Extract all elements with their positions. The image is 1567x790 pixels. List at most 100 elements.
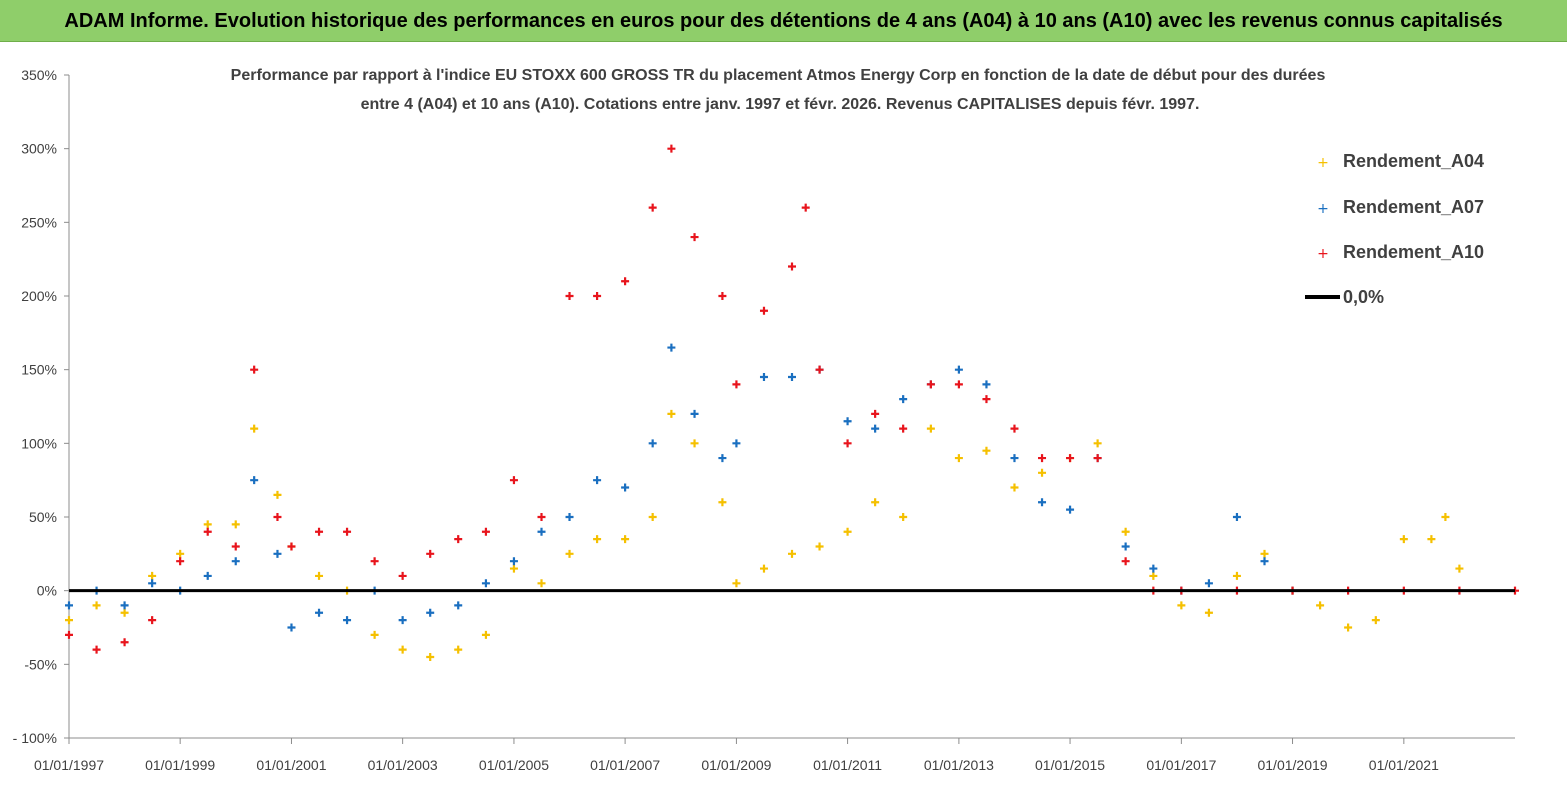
data-point [65,601,73,610]
x-tick-label: 01/01/2015 [1035,757,1105,773]
data-point [148,579,157,588]
data-point [690,233,699,242]
data-point [732,579,741,588]
data-point [273,490,282,499]
data-point [759,306,768,315]
x-tick-label: 01/01/2017 [1146,757,1216,773]
data-point [1093,439,1102,448]
data-point [788,373,796,382]
legend-label-zero: 0,0% [1343,287,1384,307]
data-point [250,424,259,433]
y-tick-label: 150% [21,362,57,378]
data-point [648,439,657,448]
y-tick-label: 0% [37,583,57,599]
data-point [315,527,324,536]
data-point [565,549,574,558]
data-point [1204,579,1213,588]
data-point [231,520,240,529]
data-point [843,439,852,448]
data-point [843,417,852,426]
data-point [1427,535,1436,544]
data-point [287,542,296,551]
data-point [899,395,908,404]
data-point [593,535,602,544]
data-point [843,527,852,536]
y-tick-label: 250% [21,214,57,230]
data-point [801,203,810,212]
data-point [1455,564,1464,573]
data-point [1344,623,1353,632]
y-tick-label: 350% [21,67,57,83]
data-point [788,262,796,271]
title-banner: ADAM Informe. Evolution historique des p… [0,0,1567,42]
data-point [537,513,546,521]
data-point [92,645,101,654]
data-point [92,601,101,610]
data-point [454,601,463,610]
data-point [1316,601,1325,610]
data-point [343,616,352,625]
data-point [176,557,185,566]
data-point [1232,571,1241,580]
data-point [148,571,157,580]
legend-marker-a04: + [1317,155,1329,171]
data-point [593,292,602,300]
data-point [1038,468,1047,477]
data-point [690,409,699,418]
data-point [1177,601,1186,610]
banner-title: ADAM Informe. Evolution historique des p… [64,10,1503,32]
chart-title-line-2: entre 4 (A04) et 10 ans (A10). Cotations… [361,96,1200,113]
x-tick-label: 01/01/2019 [1257,757,1327,773]
data-point [1121,557,1130,566]
data-point [871,498,880,507]
x-tick-label: 01/01/1999 [145,757,215,773]
data-point [203,527,212,536]
data-point [509,564,518,573]
legend-marker-a07: + [1317,201,1329,217]
data-point [287,623,296,632]
data-point [1038,498,1047,507]
data-point [690,439,699,448]
data-point [621,483,630,492]
data-point [926,424,935,433]
data-point [621,277,630,286]
data-point [231,557,240,566]
data-point [1093,454,1102,463]
legend: + Rendement_A04 + Rendement_A07 + Rendem… [1288,128,1510,318]
data-point [815,542,824,551]
data-point [315,571,324,580]
data-point [565,292,574,300]
data-point [203,520,212,529]
data-point [899,424,908,433]
data-point [565,513,574,521]
data-point [1371,616,1380,625]
data-point [273,549,282,558]
data-point [871,409,880,418]
data-point [732,439,741,448]
data-point [148,616,157,625]
y-tick-label: -50% [24,656,57,672]
y-tick-label: 200% [21,288,57,304]
data-point [954,365,963,374]
data-point [1121,527,1130,536]
data-point [343,527,352,536]
data-point [732,380,741,389]
data-point [231,542,240,551]
data-point [926,380,935,389]
data-point [454,535,463,544]
y-tick-label: - 100% [13,730,57,746]
data-point [537,579,546,588]
data-point [120,608,129,617]
x-tick-label: 01/01/1997 [34,757,104,773]
data-point [65,616,73,625]
data-point [370,630,379,639]
data-point [509,476,518,485]
data-point [1260,557,1269,566]
data-point [667,144,676,153]
x-tick-label: 01/01/2021 [1369,757,1439,773]
data-point [1149,571,1158,580]
data-point [481,630,490,639]
data-point [398,616,407,625]
data-point [648,513,657,521]
x-tick-label: 01/01/2013 [924,757,994,773]
